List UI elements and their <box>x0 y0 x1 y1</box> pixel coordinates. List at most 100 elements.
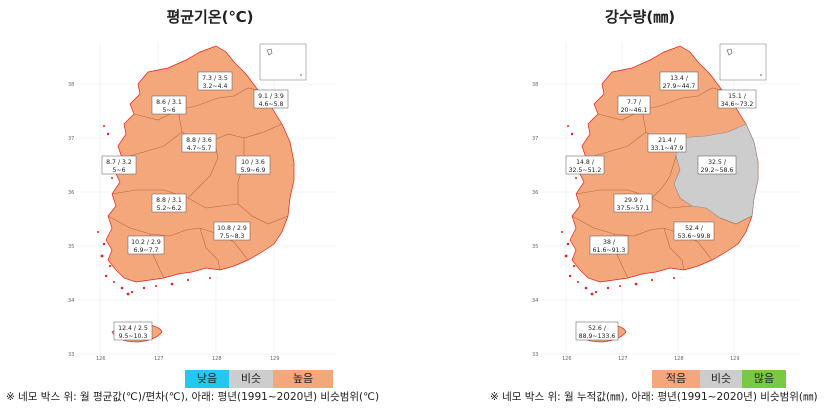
legend-item-high: 높음 <box>273 370 333 388</box>
region-range: 4.7~5.7 <box>187 145 212 152</box>
ulleungdo-island <box>266 48 273 56</box>
legend-item-more: 많음 <box>742 370 786 388</box>
y-tick-label: 35 <box>532 244 538 250</box>
region-box: 13.4 / 27.9~44.7 <box>659 71 699 91</box>
y-tick-label: 33 <box>68 352 74 358</box>
region-box: 52.6 / 88.9~133.6 <box>575 321 619 341</box>
region-box: 8.7 / 3.2 5~6 <box>101 155 137 175</box>
region-box: 8.8 / 3.6 4.7~5.7 <box>181 133 217 153</box>
region-value: 13.4 / <box>670 75 689 82</box>
region-range: 20~46.1 <box>621 107 648 114</box>
temperature-footnote: ※ 네모 박스 위: 월 평균값(℃)/편차(℃), 아래: 평년(1991~2… <box>6 391 380 403</box>
precipitation-legend: 적음 비슷 많음 <box>652 370 786 388</box>
y-tick-label: 36 <box>532 190 538 196</box>
ulleungdo-island <box>726 48 733 56</box>
region-value: 52.4 / <box>685 225 704 232</box>
region-value: 8.6 / 3.1 <box>156 99 182 106</box>
region-value: 15.1 / <box>728 93 747 100</box>
region-box: 15.1 / 34.6~73.2 <box>717 89 757 109</box>
region-range: 27.9~44.7 <box>663 83 696 90</box>
region-value: 7.3 / 3.5 <box>202 75 228 82</box>
region-range: 88.9~133.6 <box>579 333 616 340</box>
region-box: 9.1 / 3.9 4.6~5.8 <box>253 89 289 109</box>
region-range: 37.5~57.1 <box>617 205 650 212</box>
region-box: 38 / 61.6~91.3 <box>589 235 629 255</box>
y-tick-label: 35 <box>68 244 74 250</box>
region-value: 10 / 3.6 <box>241 159 265 166</box>
y-tick-label: 33 <box>532 352 538 358</box>
dokdo-island <box>300 74 302 76</box>
region-box: 10.2 / 2.9 6.9~7.7 <box>127 235 165 255</box>
region-range: 5.2~6.2 <box>157 205 182 212</box>
region-range: 5.9~6.9 <box>241 167 266 174</box>
x-tick-label: 129 <box>270 356 280 360</box>
region-range: 5~6 <box>112 167 125 174</box>
region-box: 8.8 / 3.1 5.2~6.2 <box>151 193 187 213</box>
axis-ticks: 38 37 36 35 34 33 126 127 128 129 <box>68 82 280 360</box>
region-range: 6.9~7.7 <box>134 247 159 254</box>
region-value: 8.8 / 3.6 <box>186 137 212 144</box>
region-box: 29.9 / 37.5~57.1 <box>613 193 653 213</box>
y-tick-label: 36 <box>68 190 74 196</box>
region-value: 52.6 / <box>588 325 607 332</box>
legend-item-similar: 비슷 <box>700 370 742 388</box>
precipitation-footnote: ※ 네모 박스 위: 월 누적값(㎜), 아래: 평년(1991~2020년) … <box>490 391 818 403</box>
region-value: 10.2 / 2.9 <box>131 239 161 246</box>
region-box: 21.4 / 33.1~47.9 <box>647 133 687 153</box>
region-range: 33.1~47.9 <box>651 145 684 152</box>
inset-box <box>259 43 307 81</box>
legend-item-less: 적음 <box>652 370 700 388</box>
region-box: 7.3 / 3.5 3.2~4.4 <box>197 71 233 91</box>
temperature-map-svg: 38 37 36 35 34 33 126 127 128 129 7.3 / … <box>68 42 338 360</box>
y-tick-label: 37 <box>532 136 538 142</box>
coastal-islands <box>97 125 211 296</box>
temperature-map-panel: 38 37 36 35 34 33 126 127 128 129 7.3 / … <box>68 38 346 360</box>
region-value: 38 / <box>603 239 616 246</box>
region-box: 14.8 / 32.5~51.2 <box>565 155 605 175</box>
region-box: 8.6 / 3.1 5~6 <box>151 95 187 115</box>
region-range: 32.5~51.2 <box>569 167 602 174</box>
inset-box <box>719 43 767 81</box>
region-box: 10 / 3.6 5.9~6.9 <box>235 155 271 175</box>
x-tick-label: 126 <box>562 356 572 360</box>
region-value: 29.9 / <box>624 197 643 204</box>
region-value: 8.7 / 3.2 <box>106 159 132 166</box>
temperature-map-title: 평균기온(℃) <box>166 8 254 26</box>
y-tick-label: 37 <box>68 136 74 142</box>
precipitation-map-panel: 38 37 36 35 34 33 126 127 128 129 13.4 /… <box>530 38 808 360</box>
region-range: 9.5~10.3 <box>119 333 148 340</box>
region-range: 7.5~8.3 <box>220 233 245 240</box>
region-value: 14.8 / <box>576 159 595 166</box>
region-box: 12.4 / 2.5 9.5~10.3 <box>113 321 153 341</box>
region-value: 32.5 / <box>708 159 727 166</box>
region-range: 4.6~5.8 <box>259 101 284 108</box>
coastal-islands <box>561 125 675 296</box>
x-tick-label: 127 <box>618 356 628 360</box>
region-value: 10.8 / 2.9 <box>217 225 247 232</box>
x-tick-label: 128 <box>212 356 222 360</box>
x-tick-label: 127 <box>154 356 164 360</box>
region-range: 34.6~73.2 <box>721 101 754 108</box>
region-box: 10.8 / 2.9 7.5~8.3 <box>213 221 251 241</box>
legend-item-low: 낮음 <box>185 370 229 388</box>
legend-item-similar: 비슷 <box>229 370 273 388</box>
region-range: 5~6 <box>162 107 175 114</box>
region-range: 61.6~91.3 <box>593 247 626 254</box>
y-tick-label: 38 <box>68 82 74 88</box>
x-tick-label: 129 <box>730 356 740 360</box>
region-box: 7.7 / 20~46.1 <box>617 95 651 115</box>
precipitation-map-svg: 38 37 36 35 34 33 126 127 128 129 13.4 /… <box>532 42 800 360</box>
y-tick-label: 38 <box>532 82 538 88</box>
precipitation-map-title: 강수량(㎜) <box>604 8 676 26</box>
region-box: 32.5 / 29.2~58.6 <box>697 155 737 175</box>
y-tick-label: 34 <box>532 298 538 304</box>
y-tick-label: 34 <box>68 298 74 304</box>
region-value: 8.8 / 3.1 <box>156 197 182 204</box>
region-value: 21.4 / <box>658 137 677 144</box>
dokdo-island <box>760 74 762 76</box>
region-value: 7.7 / <box>627 99 642 106</box>
region-box: 52.4 / 53.6~99.8 <box>673 221 715 241</box>
axis-ticks: 38 37 36 35 34 33 126 127 128 129 <box>532 82 740 360</box>
x-tick-label: 128 <box>674 356 684 360</box>
x-tick-label: 126 <box>96 356 106 360</box>
